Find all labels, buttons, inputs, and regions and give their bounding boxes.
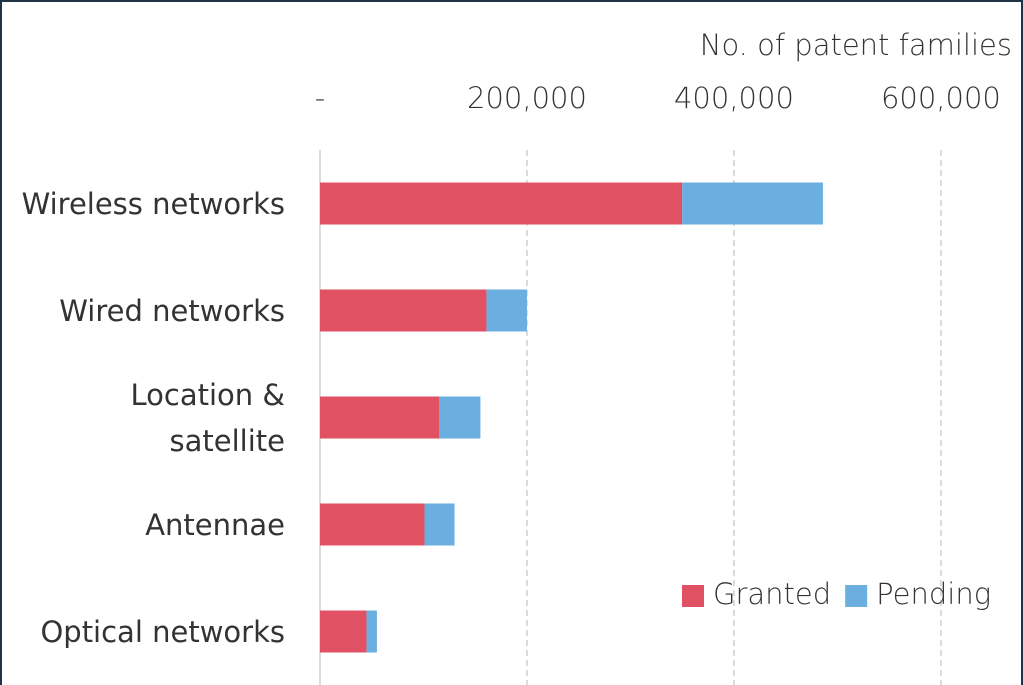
- x-tick-label: 400,000: [674, 81, 794, 115]
- y-tick-label: Antennae: [145, 507, 285, 542]
- bar-segment: [320, 396, 440, 439]
- bar-segment: [320, 182, 683, 225]
- bar-segment: [366, 610, 377, 653]
- legend-label: Pending: [876, 577, 991, 611]
- bar-segment: [320, 289, 487, 332]
- legend-swatch: [845, 585, 868, 607]
- axis-title: No. of patent families: [700, 28, 1012, 62]
- x-tick-label: 200,000: [467, 81, 587, 115]
- bar-segment: [320, 503, 425, 546]
- bar-segment: [424, 503, 455, 546]
- legend-swatch: [682, 585, 704, 607]
- y-tick-label: Optical networks: [40, 614, 285, 649]
- y-tick-label: Wired networks: [59, 293, 285, 328]
- y-tick-label: Wireless networks: [21, 186, 285, 221]
- legend-label: Granted: [713, 577, 831, 611]
- bar-segment: [682, 182, 823, 225]
- x-tick-label: -: [315, 81, 325, 115]
- bar-segment: [486, 289, 527, 332]
- y-tick-label: Location & satellite: [130, 377, 286, 458]
- bar-segment: [439, 396, 481, 439]
- bar-segment: [320, 610, 367, 653]
- x-tick-label: 600,000: [881, 81, 1001, 115]
